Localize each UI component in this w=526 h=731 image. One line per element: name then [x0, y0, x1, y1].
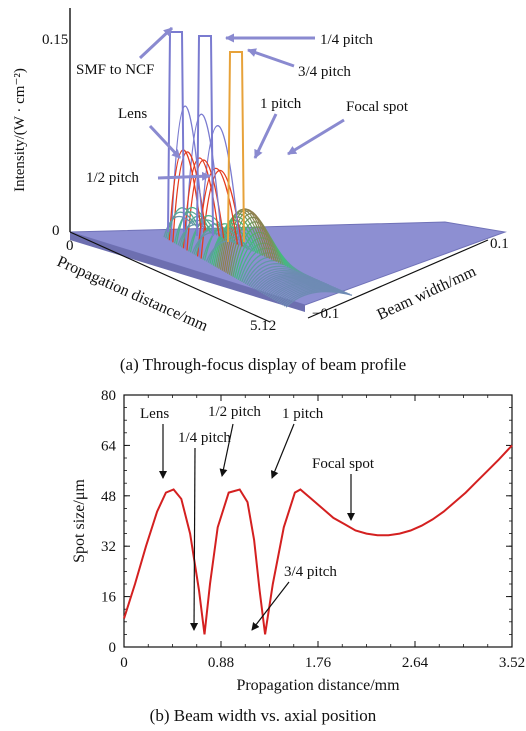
y-tick-labels: 0 16 32 48 64 80 [101, 388, 117, 656]
surface-ridge-line [189, 215, 229, 253]
surface-ridge-line [191, 232, 232, 254]
z-axis-title: Intensity/(W · cm⁻²) [12, 68, 28, 192]
surface-ridge-line [211, 223, 257, 265]
surface-front-edge [70, 232, 305, 312]
surface-ridge-line [166, 207, 200, 240]
z-tick-label: 0 [52, 223, 60, 239]
x-tick-label: 0 [66, 238, 74, 254]
surface-ridge-line [235, 237, 289, 279]
annotation-focal-spot: Focal spot [346, 99, 409, 115]
annotation-one-pitch: 1 pitch [260, 96, 302, 112]
surface-ridge-line [175, 207, 211, 245]
annotation-arrow [219, 423, 234, 477]
y-tick-label: 0 [109, 640, 117, 656]
annotation-quarter-pitch: 1/4 pitch [320, 32, 373, 48]
annotation-focal-spot: Focal spot [312, 456, 375, 472]
surface-ridge-line [214, 216, 262, 267]
y-tick-label: 80 [101, 388, 116, 404]
y-tick-label: 48 [101, 489, 116, 505]
surface-peak [196, 35, 214, 237]
annotation-arrow [148, 124, 182, 160]
annotation-half-pitch: 1/2 pitch [208, 404, 261, 420]
line-chart-panel: 0 16 32 48 64 80 0 0.88 1.76 2.64 3.52 Spot size/… [71, 388, 525, 725]
panel-a-caption: (a) Through-focus display of beam profil… [120, 355, 406, 374]
axis-ticks [123, 394, 513, 648]
annotation-arrow [138, 26, 174, 60]
x-tick-label: 0 [120, 655, 128, 671]
annotation-arrow [270, 423, 295, 479]
surface-ridge-line [163, 215, 195, 238]
surface-ridge-line [216, 213, 264, 268]
x-tick-labels: 0 0.88 1.76 2.64 3.52 [120, 655, 525, 671]
surface-plot-panel: 0.15 0 0 5.12 0.1 −0.1 Intensity/(W · cm… [12, 8, 509, 374]
y-tick-label: −0.1 [312, 306, 339, 322]
surface-ridge-line [205, 240, 250, 262]
y-axis-title: Spot size/μm [71, 479, 88, 563]
x-tick-label: 5.12 [250, 318, 276, 334]
annotation-smf-to-ncf: SMF to NCF [76, 62, 154, 78]
x-tick-label: 1.76 [305, 655, 332, 671]
annotation-arrow [287, 118, 345, 156]
annotation-arrow [251, 581, 290, 631]
x-tick-label: 0.88 [208, 655, 234, 671]
annotation-arrow [247, 48, 295, 68]
annotation-half-pitch: 1/2 pitch [86, 170, 139, 186]
surface-peak [167, 31, 185, 233]
panel-b-caption: (b) Beam width vs. axial position [150, 706, 377, 725]
surface-ridge-line [230, 221, 282, 276]
annotation-arrow [190, 447, 199, 631]
x-axis-title: Propagation distance/mm [236, 677, 400, 694]
surface-ridge-line [232, 226, 284, 277]
y-tick-label: 64 [101, 438, 117, 454]
distance-axis [69, 231, 271, 323]
y-tick-label: 0.1 [490, 236, 509, 252]
surface-peak [227, 51, 245, 243]
annotation-quarter-pitch: 1/4 pitch [178, 430, 231, 446]
annotation-three-quarter-pitch: 3/4 pitch [298, 64, 351, 80]
annotation-arrow [157, 171, 211, 181]
surface-ridge-line [218, 210, 266, 269]
width-axis [307, 239, 489, 319]
annotation-three-quarter-pitch: 3/4 pitch [284, 564, 337, 580]
x-tick-label: 3.52 [499, 655, 525, 671]
surface-ridge-line [234, 231, 287, 278]
x-tick-label: 2.64 [402, 655, 429, 671]
z-tick-label: 0.15 [42, 32, 68, 48]
surface-ridge-line [196, 167, 239, 257]
spot-size-series-line [123, 444, 513, 635]
surface-ridge-line [198, 125, 241, 258]
surface-ridge-line [219, 209, 268, 270]
annotation-lens: Lens [118, 106, 147, 122]
surface-ridges [163, 31, 353, 308]
annotation-arrow [253, 113, 278, 159]
y-tick-label: 32 [101, 539, 116, 555]
y-tick-label: 16 [101, 590, 117, 606]
annotation-one-pitch: 1 pitch [282, 406, 324, 422]
annotation-lens: Lens [140, 406, 169, 422]
surface-ridge-line [184, 113, 223, 250]
